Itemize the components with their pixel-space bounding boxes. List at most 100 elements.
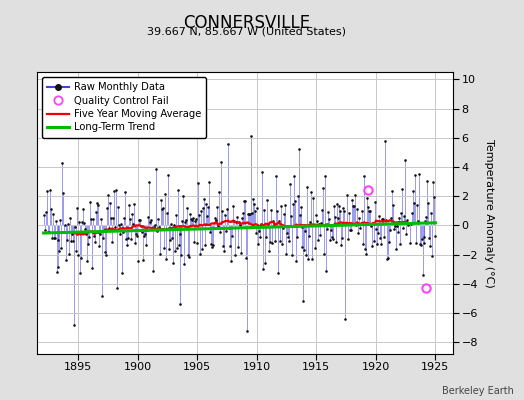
Point	[68, 230, 77, 237]
Point	[189, 215, 198, 221]
Point	[130, 240, 139, 246]
Point	[202, 200, 211, 207]
Point	[176, 230, 184, 237]
Point	[234, 243, 242, 250]
Point	[124, 235, 132, 242]
Point	[160, 190, 169, 197]
Point	[421, 218, 430, 225]
Point	[196, 251, 204, 257]
Point	[118, 270, 126, 276]
Point	[305, 233, 314, 239]
Point	[372, 226, 380, 232]
Point	[113, 285, 121, 291]
Point	[224, 140, 232, 147]
Point	[188, 217, 196, 224]
Point	[197, 208, 205, 214]
Point	[222, 228, 231, 234]
Point	[283, 234, 292, 240]
Point	[281, 250, 290, 257]
Point	[381, 216, 390, 223]
Point	[294, 146, 303, 153]
Point	[65, 250, 73, 257]
Point	[352, 222, 360, 228]
Point	[423, 178, 432, 184]
Point	[127, 236, 135, 242]
Point	[326, 237, 334, 243]
Point	[126, 216, 134, 222]
Point	[214, 222, 222, 229]
Point	[166, 236, 174, 243]
Point	[425, 235, 434, 242]
Point	[390, 222, 399, 229]
Point	[331, 214, 340, 220]
Point	[140, 231, 149, 238]
Point	[151, 166, 160, 172]
Point	[45, 229, 53, 236]
Point	[155, 224, 163, 230]
Point	[315, 221, 323, 227]
Point	[73, 204, 82, 211]
Point	[190, 239, 199, 245]
Point	[208, 244, 216, 250]
Point	[431, 233, 440, 239]
Point	[351, 192, 359, 198]
Point	[167, 235, 176, 241]
Point	[336, 208, 344, 214]
Y-axis label: Temperature Anomaly (°C): Temperature Anomaly (°C)	[484, 139, 494, 287]
Point	[378, 216, 386, 223]
Point	[154, 216, 162, 222]
Point	[129, 221, 137, 228]
Point	[288, 201, 297, 207]
Point	[345, 209, 353, 216]
Point	[250, 200, 258, 207]
Point	[122, 236, 130, 242]
Point	[259, 206, 268, 213]
Point	[293, 193, 302, 199]
Point	[343, 192, 351, 199]
Point	[120, 215, 128, 221]
Point	[149, 224, 158, 230]
Point	[169, 222, 178, 228]
Point	[379, 216, 387, 223]
Point	[373, 241, 381, 248]
Point	[248, 209, 256, 216]
Point	[308, 256, 316, 262]
Point	[150, 222, 159, 228]
Point	[112, 187, 120, 193]
Point	[346, 227, 354, 233]
Point	[203, 213, 212, 220]
Point	[312, 212, 321, 218]
Point	[229, 203, 237, 209]
Point	[280, 202, 289, 209]
Point	[76, 269, 84, 276]
Point	[250, 208, 259, 214]
Legend: Raw Monthly Data, Quality Control Fail, Five Year Moving Average, Long-Term Tren: Raw Monthly Data, Quality Control Fail, …	[42, 77, 206, 138]
Point	[407, 210, 416, 216]
Point	[389, 226, 398, 232]
Point	[139, 233, 148, 240]
Point	[138, 229, 146, 235]
Point	[81, 226, 90, 233]
Point	[296, 204, 304, 211]
Point	[106, 200, 114, 206]
Point	[275, 218, 283, 224]
Point	[143, 227, 151, 233]
Point	[366, 207, 374, 214]
Point	[287, 213, 295, 219]
Point	[135, 216, 143, 223]
Point	[339, 205, 347, 211]
Point	[98, 292, 106, 299]
Point	[173, 187, 182, 193]
Text: CONNERSVILLE: CONNERSVILLE	[183, 14, 310, 32]
Point	[78, 219, 86, 225]
Point	[253, 205, 261, 211]
Point	[311, 245, 320, 252]
Point	[290, 198, 299, 205]
Point	[350, 203, 358, 210]
Point	[125, 202, 133, 208]
Point	[204, 204, 212, 210]
Point	[80, 220, 89, 226]
Point	[119, 228, 127, 235]
Point	[87, 216, 95, 222]
Point	[310, 222, 319, 228]
